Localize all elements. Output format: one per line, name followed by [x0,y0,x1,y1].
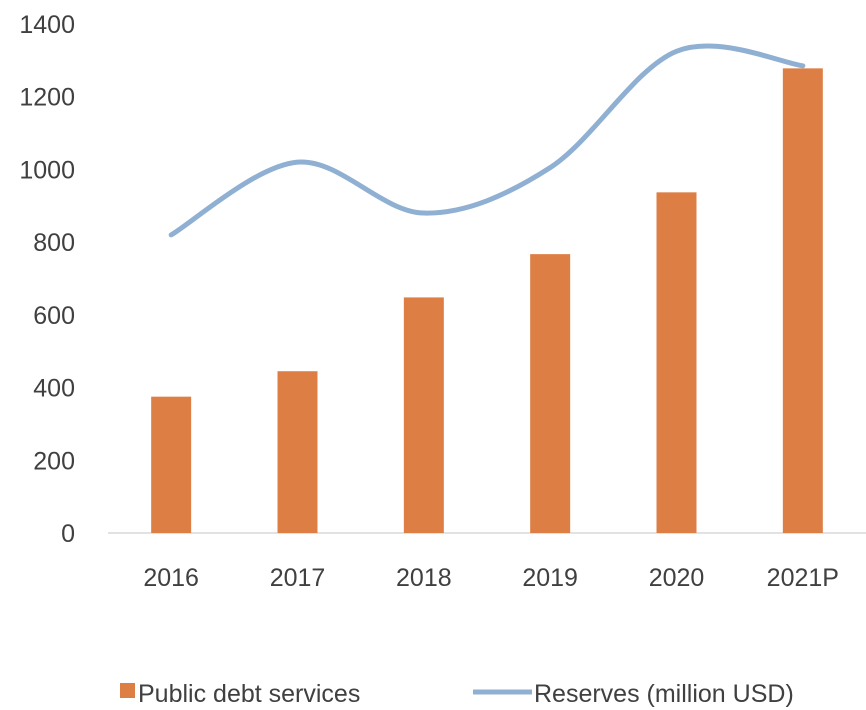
y-tick-label-200: 200 [33,447,75,475]
bar-2018 [403,297,444,533]
x-tick-label-2017: 2017 [270,564,326,592]
x-tick-label-2016: 2016 [143,564,199,592]
y-tick-label-1200: 1200 [19,84,75,112]
legend: Public debt services Reserves (million U… [120,680,794,708]
legend-label-public-debt-services: Public debt services [138,680,360,708]
x-tick-label-2021P: 2021P [767,564,839,592]
y-tick-label-400: 400 [33,375,75,403]
y-tick-label-1000: 1000 [19,156,75,184]
bar-2020 [656,192,697,534]
x-tick-label-2019: 2019 [522,564,578,592]
bar-2016 [151,396,192,533]
legend-label-reserves: Reserves (million USD) [534,680,794,708]
x-tick-label-2020: 2020 [649,564,705,592]
bar-2021P [782,68,823,533]
bar-series [151,68,823,534]
y-tick-label-1400: 1400 [19,11,75,39]
legend-swatch-public-debt-services [120,683,135,698]
y-tick-label-800: 800 [33,229,75,257]
bar-2017 [277,371,318,533]
y-axis-ticks: 0 200 400 600 800 1000 1200 1400 [19,11,75,548]
x-tick-label-2018: 2018 [396,564,452,592]
y-tick-label-600: 600 [33,302,75,330]
x-axis-ticks: 2016 2017 2018 2019 2020 2021P [143,564,839,592]
y-tick-label-0: 0 [61,520,75,548]
bar-2019 [530,254,571,533]
line-series-reserves [168,43,806,238]
